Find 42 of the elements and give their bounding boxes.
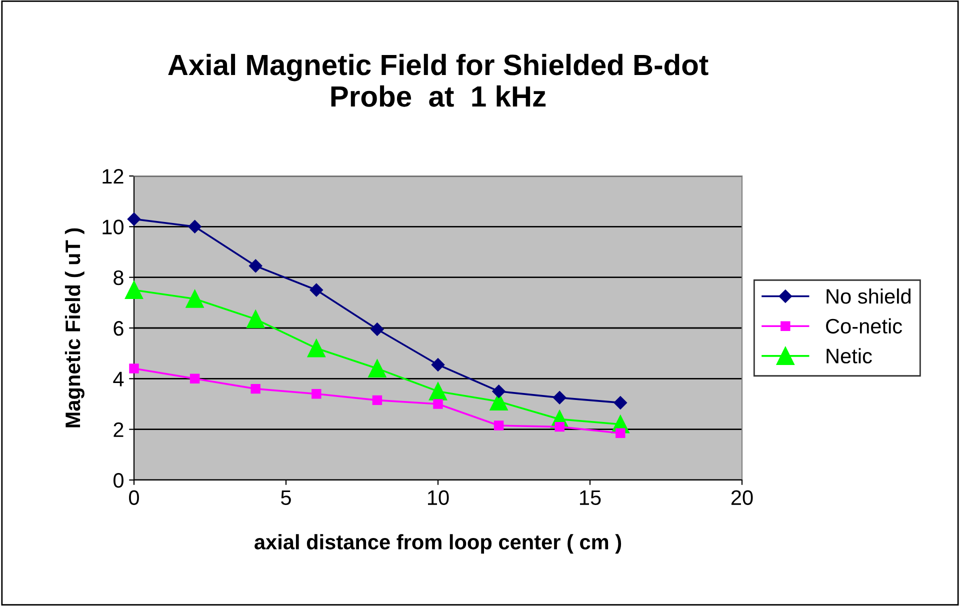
y-tick-label: 4 <box>113 372 124 386</box>
point <box>127 212 141 226</box>
point <box>307 339 326 358</box>
y-tick-label: 8 <box>114 270 124 286</box>
y-axis-title: Magnetic Field ( uT ) <box>64 228 84 428</box>
point <box>494 420 504 430</box>
y-tick-label: 10 <box>102 220 124 234</box>
point <box>614 396 627 410</box>
point <box>368 360 386 378</box>
legend-label: Netic <box>826 348 872 364</box>
chart-title: Axial Magnetic Field for Shielded B-dot Probe at 1 kHz <box>168 54 708 107</box>
y-tick-label: 0 <box>114 473 124 488</box>
point <box>312 389 322 399</box>
point <box>372 395 382 406</box>
point <box>492 384 506 398</box>
point <box>616 428 626 438</box>
point <box>124 280 144 300</box>
point <box>249 259 262 273</box>
point <box>310 283 323 297</box>
point <box>190 374 200 384</box>
y-tick-label: 12 <box>102 169 124 184</box>
point <box>428 382 448 400</box>
point <box>129 364 139 374</box>
point <box>553 391 566 404</box>
x-tick-label: 10 <box>428 490 449 506</box>
point <box>186 290 204 308</box>
point <box>188 220 202 234</box>
y-tick-label: 2 <box>114 422 124 437</box>
x-tick-label: 5 <box>281 490 291 506</box>
x-axis-title: axial distance from loop center ( cm ) <box>254 534 622 554</box>
legend-label: No shield <box>826 288 911 304</box>
y-tick-label: 6 <box>114 321 124 336</box>
point <box>370 322 384 336</box>
point <box>433 399 443 409</box>
x-tick-label: 0 <box>129 490 139 506</box>
legend-label: Co-netic <box>826 318 902 334</box>
point <box>250 384 260 394</box>
point <box>431 358 445 372</box>
x-tick-label: 15 <box>580 490 601 506</box>
point <box>246 310 265 328</box>
point <box>554 422 564 432</box>
x-tick-label: 20 <box>731 490 753 506</box>
